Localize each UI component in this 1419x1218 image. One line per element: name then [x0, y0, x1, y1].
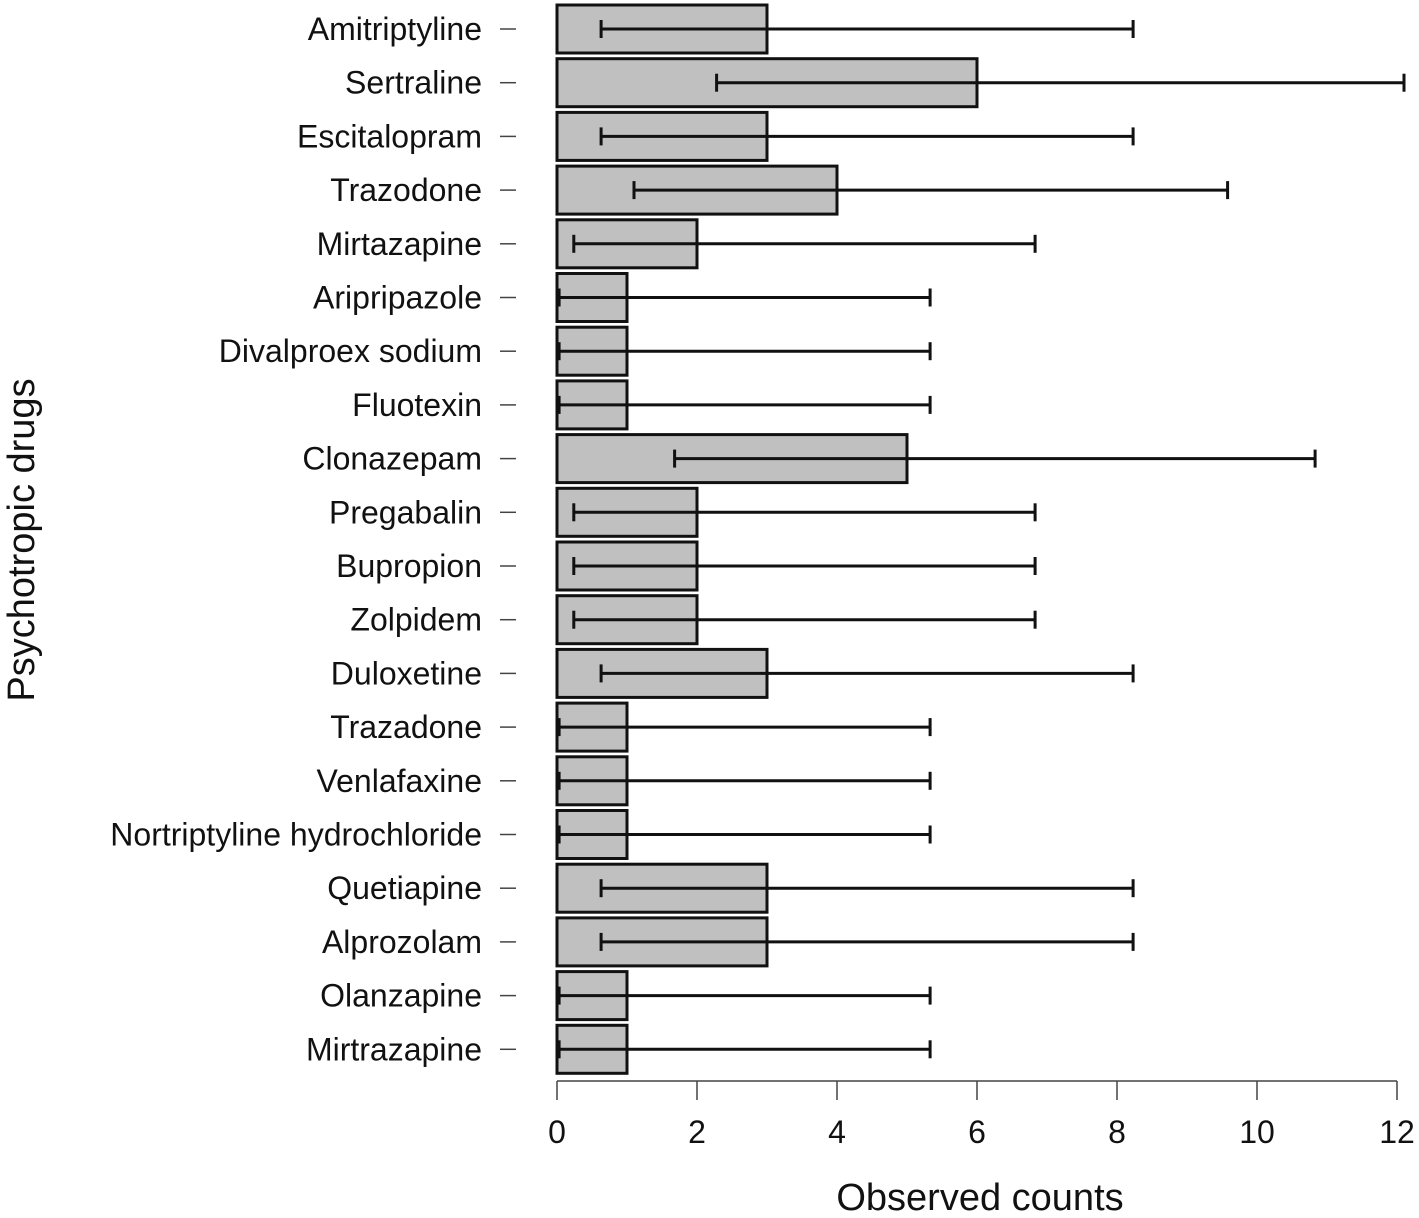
- error-bar: [557, 825, 932, 844]
- category-label: Alprozolam: [322, 924, 482, 960]
- category-label: Quetiapine: [327, 870, 482, 906]
- category-label: Divalproex sodium: [219, 333, 482, 369]
- bars-layer: [555, 3, 979, 1075]
- category-label: Pregabalin: [329, 494, 482, 530]
- y-axis-title: Psychotropic drugs: [1, 378, 43, 701]
- error-bar: [572, 557, 1037, 575]
- error-bar: [557, 1040, 932, 1059]
- error-bar: [557, 718, 932, 737]
- error-bar: [599, 20, 1135, 38]
- x-tick-label: 6: [968, 1114, 986, 1150]
- category-label: Venlafaxine: [317, 763, 482, 799]
- error-bar: [599, 664, 1135, 683]
- error-bar: [572, 503, 1037, 522]
- error-bar: [572, 234, 1037, 253]
- category-label: Zolpidem: [350, 602, 482, 638]
- category-label: Aripripazole: [313, 280, 482, 316]
- x-tick-label: 2: [688, 1114, 706, 1150]
- error-bar: [599, 932, 1135, 951]
- error-bar: [715, 73, 1406, 92]
- category-label: Bupropion: [336, 548, 482, 584]
- category-label: Mirtrazapine: [306, 1031, 482, 1067]
- category-label: Trazodone: [330, 172, 482, 208]
- category-label: Fluotexin: [352, 387, 482, 423]
- error-bar: [557, 986, 932, 1005]
- error-bar: [557, 288, 932, 307]
- error-bar: [557, 771, 932, 790]
- y-axis-labels: Amitriptyline Sertraline Escitalopram Trazo…: [110, 11, 516, 1067]
- x-tick-label: 4: [828, 1114, 846, 1150]
- error-bar: [599, 127, 1135, 146]
- x-tick-label: 12: [1379, 1114, 1415, 1150]
- category-label: Escitalopram: [297, 118, 482, 154]
- error-bar: [557, 342, 932, 361]
- error-bar: [572, 610, 1037, 629]
- error-bar: [557, 395, 932, 414]
- category-label: Olanzapine: [320, 978, 482, 1014]
- x-tick-label: 8: [1108, 1114, 1126, 1150]
- category-label: Clonazepam: [302, 441, 482, 477]
- category-label: Nortriptyline hydrochloride: [110, 817, 482, 853]
- category-label: Duloxetine: [331, 655, 482, 691]
- error-bar: [599, 879, 1135, 898]
- error-bar: [632, 181, 1230, 200]
- category-label: Mirtazapine: [317, 226, 482, 262]
- x-axis-title: Observed counts: [836, 1177, 1123, 1218]
- category-label: Amitriptyline: [308, 11, 482, 47]
- x-tick-label: 10: [1239, 1114, 1275, 1150]
- error-bars-layer: [557, 20, 1406, 1059]
- error-bar: [673, 449, 1317, 468]
- category-label: Trazadone: [330, 709, 482, 745]
- x-axis: 0 2 4 6 8 10 12: [548, 1080, 1415, 1150]
- category-label: Sertraline: [345, 65, 482, 101]
- x-tick-label: 0: [548, 1114, 566, 1150]
